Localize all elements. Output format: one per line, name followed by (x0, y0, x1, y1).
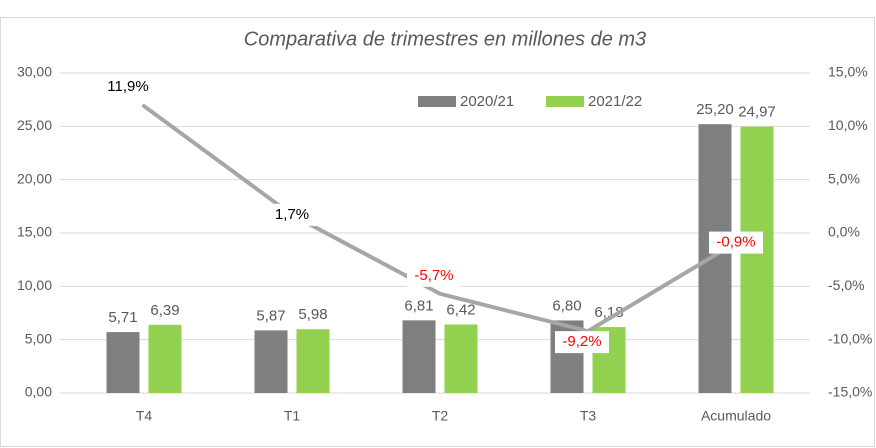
line-value-label: 11,9% (107, 78, 148, 95)
y2-tick-label: 15,0% (828, 64, 868, 80)
bar-value-label: 6,18 (594, 304, 623, 321)
bar (698, 124, 732, 393)
bar-value-label: 5,87 (256, 307, 285, 324)
bar-value-label: 6,81 (404, 297, 433, 314)
bar (254, 330, 288, 393)
y2-tick-label: -10,0% (828, 330, 872, 346)
bar-value-label: 25,20 (696, 101, 734, 118)
x-tick-label: T1 (284, 408, 301, 424)
y-tick-label: 10,00 (17, 277, 52, 293)
bar-value-label: 5,98 (298, 306, 327, 323)
line-label-bg (407, 264, 461, 287)
y-tick-label: 15,00 (17, 224, 52, 240)
line-label-bg (709, 231, 763, 254)
line (142, 104, 738, 334)
line-value-label: -5,7% (414, 267, 453, 284)
bar-value-label: 6,80 (552, 297, 581, 314)
bar (296, 329, 330, 393)
bar (740, 126, 774, 394)
line-label-bg (101, 76, 155, 99)
line-label-bg (265, 203, 319, 226)
bar (106, 332, 140, 393)
y-tick-label: 5,00 (25, 330, 52, 346)
bar-value-label: 24,97 (738, 104, 776, 121)
x-tick-label: T2 (432, 408, 449, 424)
bar (402, 320, 436, 393)
x-tick-label: T3 (580, 408, 597, 424)
y-tick-label: 0,00 (25, 384, 52, 400)
y2-tick-label: 10,0% (828, 117, 868, 133)
x-tick-label: Acumulado (701, 408, 771, 424)
legend-label: 2020/21 (460, 93, 514, 110)
y-tick-label: 20,00 (17, 170, 52, 186)
line-label-bg (555, 331, 609, 354)
bar-value-label: 6,39 (150, 302, 179, 319)
line-value-label: -9,2% (562, 333, 601, 350)
y-tick-label: 25,00 (17, 117, 52, 133)
bar (444, 324, 478, 393)
line-value-label: 1,7% (275, 206, 309, 223)
y2-tick-label: 5,0% (828, 170, 860, 186)
y2-tick-label: -15,0% (828, 384, 872, 400)
y2-tick-label: 0,0% (828, 224, 860, 240)
bar-value-label: 5,71 (108, 309, 137, 326)
bar-value-label: 6,42 (446, 301, 475, 318)
legend-label: 2021/22 (588, 93, 642, 110)
chart-title: Comparativa de trimestres en millones de… (244, 28, 646, 50)
legend-swatch (546, 96, 584, 107)
x-tick-label: T4 (136, 408, 153, 424)
line-value-label: -0,9% (716, 234, 755, 251)
legend-swatch (418, 96, 456, 107)
y-tick-label: 30,00 (17, 64, 52, 80)
y2-tick-label: -5,0% (828, 277, 865, 293)
bar (148, 324, 182, 393)
